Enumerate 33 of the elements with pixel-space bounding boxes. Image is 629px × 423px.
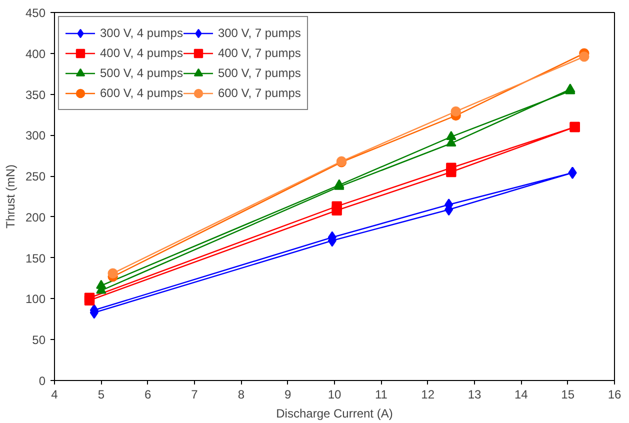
legend-label: 600 V, 4 pumps xyxy=(100,86,183,100)
x-tick-label: 8 xyxy=(238,388,245,402)
legend-label: 600 V, 7 pumps xyxy=(218,86,301,100)
x-tick-label: 10 xyxy=(328,388,342,402)
y-tick-label: 400 xyxy=(25,46,46,61)
x-tick-label: 7 xyxy=(191,388,198,402)
legend-label: 500 V, 4 pumps xyxy=(100,66,183,80)
x-tick-label: 11 xyxy=(374,388,388,402)
legend-label: 300 V, 7 pumps xyxy=(218,26,301,40)
x-tick-label: 5 xyxy=(98,388,105,402)
x-tick-label: 4 xyxy=(51,388,58,402)
y-tick-label: 450 xyxy=(25,6,46,20)
y-axis-title: Thrust (mN) xyxy=(3,164,18,228)
y-tick-label: 150 xyxy=(25,251,46,266)
y-tick-label: 100 xyxy=(25,292,46,306)
x-tick-label: 14 xyxy=(514,388,528,402)
legend-label: 400 V, 7 pumps xyxy=(218,46,301,60)
x-tick-label: 13 xyxy=(468,388,482,402)
y-tick-label: 50 xyxy=(32,333,46,348)
x-tick-label: 9 xyxy=(284,388,292,402)
x-tick-label: 6 xyxy=(144,388,152,402)
y-tick-label: 300 xyxy=(25,128,46,143)
legend-label: 400 V, 4 pumps xyxy=(100,46,183,60)
y-tick-label: 200 xyxy=(25,210,46,224)
legend-label: 300 V, 4 pumps xyxy=(100,26,183,40)
y-tick-label: 0 xyxy=(38,374,46,388)
y-tick-label: 250 xyxy=(25,170,46,184)
x-tick-label: 16 xyxy=(608,388,622,402)
x-tick-label: 15 xyxy=(561,388,575,402)
x-tick-label: 12 xyxy=(421,388,435,402)
y-tick-label: 350 xyxy=(25,88,46,102)
x-axis-title: Discharge Current (A) xyxy=(276,406,393,420)
legend-label: 500 V, 7 pumps xyxy=(218,66,301,80)
